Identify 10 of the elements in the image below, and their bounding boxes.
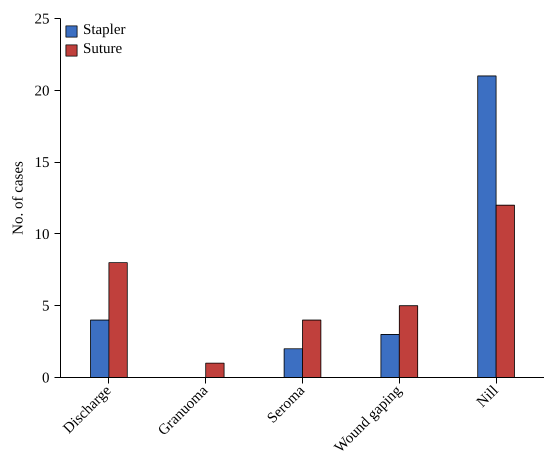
y-axis-title: No. of cases	[10, 160, 26, 235]
y-tick-label: 25	[34, 12, 50, 28]
y-tick-label: 15	[34, 155, 50, 172]
y-tick-label: 20	[34, 83, 50, 100]
y-tick-label: 10	[34, 226, 50, 243]
legend-label: Stapler	[83, 22, 126, 39]
x-tick-label: Nill	[474, 382, 502, 411]
legend-label: Suture	[83, 41, 122, 58]
y-tick-label: 5	[42, 298, 50, 315]
y-tick-label: 0	[42, 370, 50, 386]
